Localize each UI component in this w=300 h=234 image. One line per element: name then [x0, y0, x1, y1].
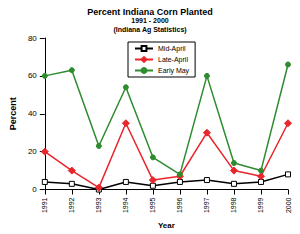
svg-text:1991 - 2000: 1991 - 2000 — [131, 17, 168, 24]
svg-text:1995: 1995 — [149, 197, 156, 213]
svg-text:Late-April: Late-April — [158, 56, 188, 64]
svg-text:1996: 1996 — [176, 197, 183, 213]
svg-text:1993: 1993 — [95, 197, 102, 213]
svg-text:20: 20 — [28, 147, 37, 156]
svg-text:1992: 1992 — [68, 197, 75, 213]
svg-text:60: 60 — [28, 71, 37, 80]
svg-text:1994: 1994 — [122, 197, 129, 213]
svg-text:1999: 1999 — [257, 197, 264, 213]
svg-text:2000: 2000 — [285, 197, 292, 213]
svg-text:80: 80 — [28, 34, 37, 43]
svg-text:Early May: Early May — [158, 67, 190, 75]
svg-text:1997: 1997 — [203, 197, 210, 213]
svg-text:(Indiana Ag Statistics): (Indiana Ag Statistics) — [113, 26, 186, 34]
svg-text:0: 0 — [32, 185, 37, 194]
svg-text:40: 40 — [28, 109, 37, 118]
svg-text:Percent Indiana Corn Planted: Percent Indiana Corn Planted — [87, 7, 213, 17]
svg-text:1991: 1991 — [41, 197, 48, 213]
svg-text:Mid-April: Mid-April — [158, 45, 186, 53]
svg-text:Year: Year — [158, 221, 175, 230]
svg-text:1998: 1998 — [230, 197, 237, 213]
svg-text:Percent: Percent — [8, 97, 18, 130]
